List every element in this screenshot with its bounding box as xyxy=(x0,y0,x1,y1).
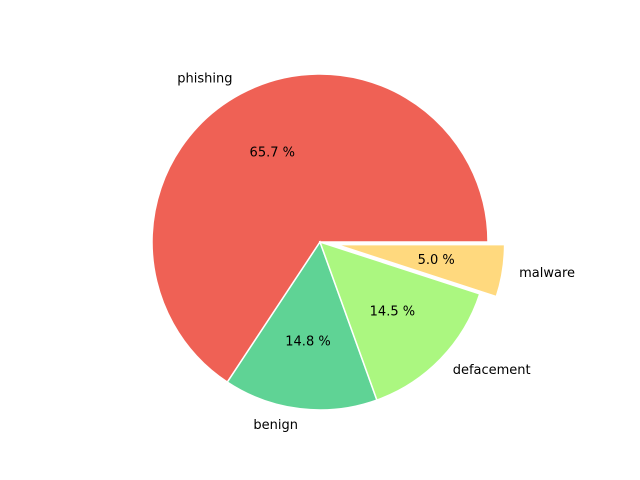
pie-slice-malware xyxy=(336,243,506,298)
pct-label-phishing: 65.7 % xyxy=(250,146,295,161)
labels-layer: phishing 65.7 % benign 14.8 % defacement 14.5… xyxy=(177,72,575,433)
pct-label-defacement: 14.5 % xyxy=(370,305,415,320)
pct-label-malware: 5.0 % xyxy=(418,253,455,268)
pie-slice-phishing xyxy=(151,73,489,384)
slice-label-phishing: phishing xyxy=(177,72,232,87)
slice-label-malware: malware xyxy=(519,266,575,281)
slice-label-defacement: defacement xyxy=(453,363,531,378)
pie-slice-benign xyxy=(226,240,378,411)
slices-layer xyxy=(151,73,506,411)
pie-slice-defacement xyxy=(318,240,481,402)
pct-label-benign: 14.8 % xyxy=(285,335,330,350)
slice-label-benign: benign xyxy=(253,418,298,433)
